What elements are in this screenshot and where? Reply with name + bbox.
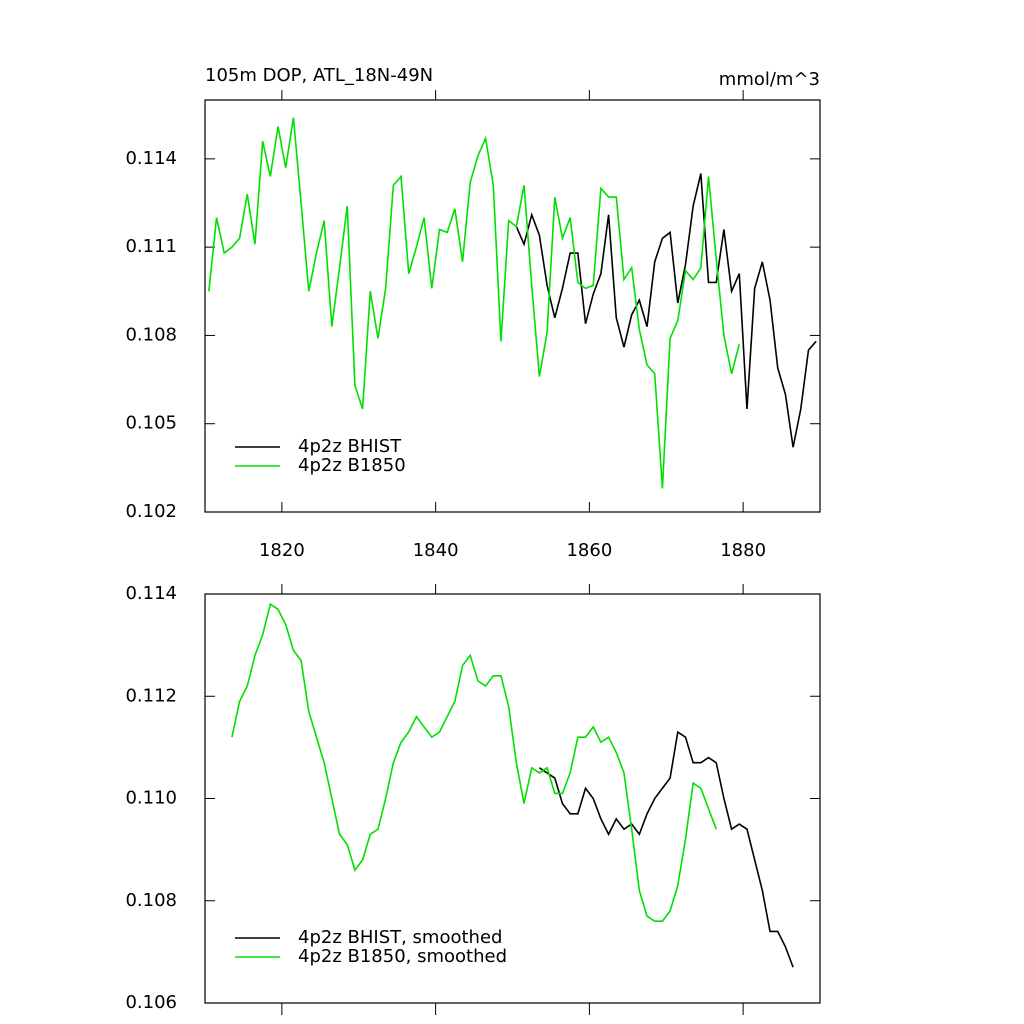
legend-label: 4p2z BHIST, smoothed [298, 927, 502, 948]
data-line [538, 730, 794, 968]
y-tick-label: 0.114 [125, 583, 177, 604]
data-line [515, 173, 817, 448]
y-tick-label: 0.108 [125, 324, 177, 345]
x-tick-label: 1820 [259, 540, 305, 561]
y-tick-label: 0.108 [125, 890, 177, 911]
data-line [231, 602, 717, 922]
legend-label: 4p2z B1850, smoothed [298, 946, 507, 967]
chart-title: 105m DOP, ATL_18N-49N [205, 65, 433, 86]
legend-label: 4p2z B1850 [298, 455, 406, 476]
y-tick-label: 0.114 [125, 148, 177, 169]
y-tick-label: 0.112 [125, 685, 177, 706]
x-tick-label: 1860 [566, 540, 612, 561]
y-tick-label: 0.110 [125, 788, 177, 809]
x-tick-label: 1880 [720, 540, 766, 561]
y-tick-label: 0.106 [125, 992, 177, 1013]
data-line [208, 117, 741, 489]
x-tick-label: 1840 [413, 540, 459, 561]
units-label: mmol/m^3 [719, 69, 820, 90]
plot-frame [204, 99, 821, 513]
y-tick-label: 0.102 [125, 501, 177, 522]
y-tick-label: 0.111 [125, 236, 177, 257]
y-tick-label: 0.105 [125, 413, 177, 434]
legend-label: 4p2z BHIST [298, 436, 402, 457]
